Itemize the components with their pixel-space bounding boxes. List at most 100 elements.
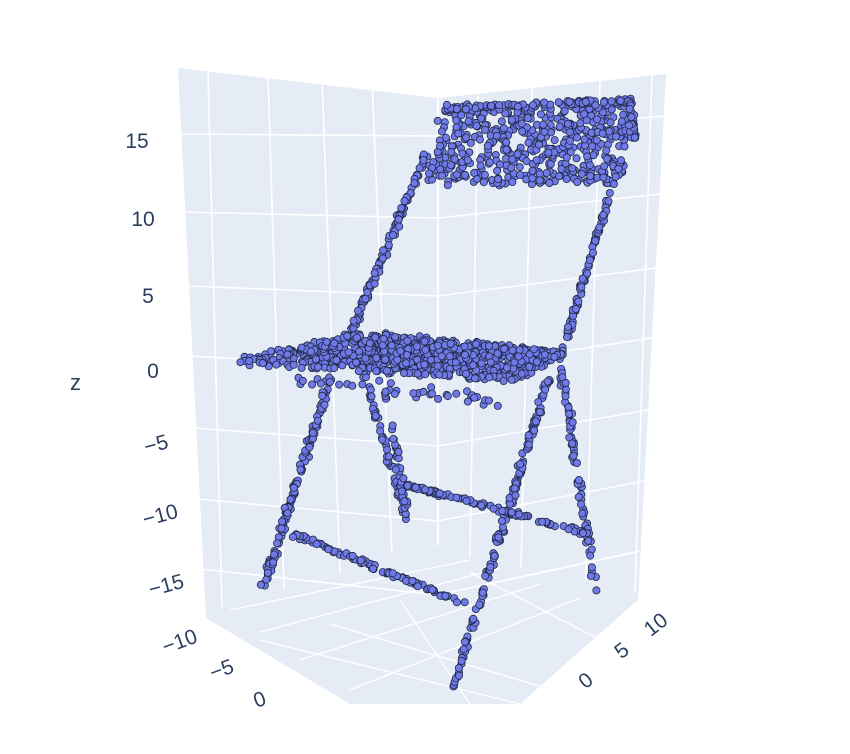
data-point <box>485 373 494 382</box>
data-point <box>400 497 409 506</box>
data-point <box>578 274 587 283</box>
data-point <box>554 98 563 107</box>
data-point <box>508 177 517 186</box>
data-point <box>484 341 493 350</box>
data-point <box>515 510 524 519</box>
data-point <box>546 160 555 169</box>
data-point <box>501 109 510 118</box>
data-point <box>569 451 578 460</box>
y-tick-label: 5 <box>610 638 633 663</box>
data-point <box>382 366 391 375</box>
data-point <box>348 381 357 390</box>
data-point <box>236 358 245 367</box>
data-point <box>435 370 444 379</box>
data-point <box>289 360 298 369</box>
data-point <box>460 637 469 646</box>
data-point <box>528 101 537 110</box>
data-point <box>461 170 470 179</box>
data-point <box>565 136 574 145</box>
z-tick-label: 10 <box>131 208 154 231</box>
x-tick-label: 0 <box>250 687 269 713</box>
data-point <box>427 355 436 364</box>
data-point <box>499 376 508 385</box>
data-point <box>308 428 317 437</box>
data-point <box>461 105 470 114</box>
data-point <box>524 440 533 449</box>
data-point <box>580 110 589 119</box>
grid-line-vertical-left <box>267 74 285 591</box>
data-point <box>325 377 334 386</box>
data-point <box>366 385 375 394</box>
data-point <box>507 375 516 384</box>
data-point <box>348 551 357 560</box>
grid-line-right <box>437 550 641 596</box>
grid-line-right <box>437 480 645 522</box>
data-point <box>425 169 434 178</box>
grid-line-left <box>179 133 439 137</box>
z-tick-label: −5 <box>142 431 171 459</box>
data-point <box>372 353 381 362</box>
data-point <box>352 333 361 342</box>
data-point <box>463 156 472 165</box>
data-point <box>454 671 463 680</box>
data-point <box>312 540 321 549</box>
data-point <box>528 166 537 175</box>
data-point <box>454 664 463 673</box>
grid-line-vertical-left <box>207 71 223 609</box>
data-point <box>381 355 390 364</box>
data-point <box>477 114 486 123</box>
data-point <box>510 358 519 367</box>
data-point <box>318 391 327 400</box>
data-point <box>460 598 469 607</box>
data-point <box>384 241 393 250</box>
data-point <box>355 347 364 356</box>
data-point <box>497 516 506 525</box>
data-point <box>617 117 626 126</box>
data-point <box>487 101 496 110</box>
grid-line-vertical-left <box>321 77 341 573</box>
data-point <box>446 339 455 348</box>
data-point <box>258 359 267 368</box>
data-point <box>412 342 421 351</box>
data-point <box>540 127 549 136</box>
data-point <box>605 188 614 197</box>
data-point <box>376 427 385 436</box>
data-point <box>437 171 446 180</box>
data-point <box>507 115 516 124</box>
data-point <box>445 352 454 361</box>
data-point <box>604 197 613 206</box>
data-point <box>577 500 586 509</box>
data-point <box>525 362 534 371</box>
data-point <box>434 394 443 403</box>
data-point <box>283 350 292 359</box>
data-point <box>462 133 471 142</box>
data-point <box>470 374 479 383</box>
grid-line-floor <box>299 583 541 661</box>
data-point <box>410 179 419 188</box>
data-point <box>540 350 549 359</box>
data-point <box>388 569 397 578</box>
data-point <box>383 445 392 454</box>
data-point <box>305 443 314 452</box>
data-point <box>572 458 581 467</box>
data-point <box>433 116 442 125</box>
data-point <box>535 176 544 185</box>
data-point <box>435 489 444 498</box>
data-point <box>602 154 611 163</box>
data-point <box>379 246 388 255</box>
data-point <box>492 131 501 140</box>
data-point <box>530 426 539 435</box>
data-point <box>591 101 600 110</box>
data-point <box>349 316 358 325</box>
x-tick-label: −5 <box>207 655 237 685</box>
data-point <box>450 155 459 164</box>
data-point <box>586 571 595 580</box>
data-point <box>457 111 466 120</box>
data-point <box>452 105 461 114</box>
data-point <box>514 352 523 361</box>
data-point <box>353 306 362 315</box>
data-point <box>272 360 281 369</box>
data-point <box>463 397 472 406</box>
data-point <box>266 347 275 356</box>
